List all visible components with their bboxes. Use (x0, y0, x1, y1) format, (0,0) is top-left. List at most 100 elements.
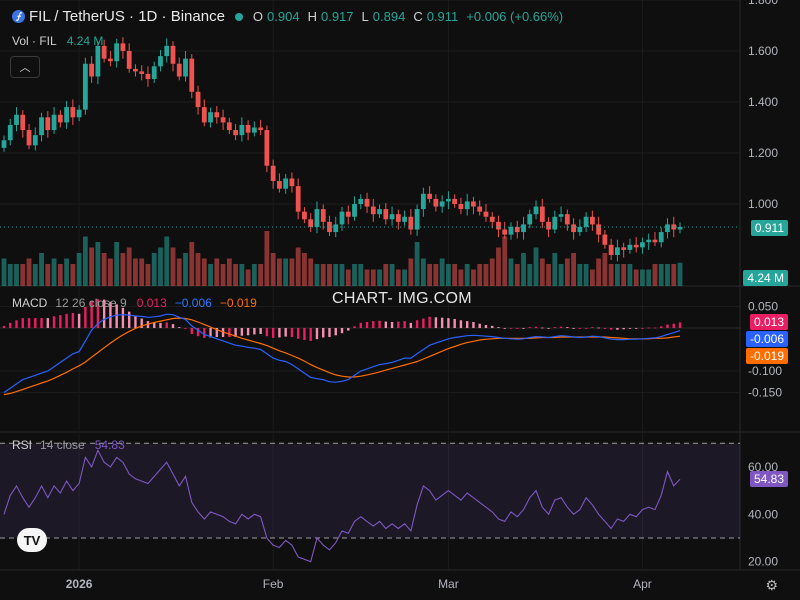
collapse-legend-button[interactable]: ︿ (10, 56, 40, 78)
macd-hist-bar (134, 315, 137, 328)
macd-hist-bar (578, 328, 582, 329)
volume-bar (533, 247, 539, 286)
candle-body (76, 109, 82, 118)
macd-hist-bar (84, 306, 87, 328)
candle-body (258, 127, 264, 131)
volume-bar (314, 264, 320, 286)
candle-body (283, 178, 289, 189)
candle-body (408, 216, 414, 230)
candle-body (640, 242, 645, 248)
macd-hist-bar (484, 324, 488, 328)
macd-hist-bar (153, 322, 156, 328)
macd-hist-bar (96, 299, 100, 328)
candle-body (677, 226, 683, 230)
macd-hist-bar (372, 321, 375, 328)
volume-bar (176, 258, 182, 286)
candle-body (89, 63, 95, 77)
candle-body (220, 117, 226, 123)
candle-body (101, 45, 107, 59)
volume-bar (82, 236, 88, 286)
macd-hist-bar (465, 321, 469, 328)
volume-bar (220, 264, 226, 286)
candle-body (414, 209, 420, 230)
candle-body (133, 68, 138, 72)
volume-bar (596, 258, 602, 286)
volume-bar (458, 269, 464, 286)
candle-body (195, 91, 201, 108)
volume-bar (370, 269, 376, 286)
macd-hist-bar (447, 318, 450, 328)
candle-body (577, 226, 583, 233)
volume-bar (358, 264, 364, 286)
volume-bar (352, 264, 357, 286)
macd-hist-bar (541, 327, 544, 329)
macd-hist-bar (378, 320, 381, 328)
macd-hist-bar (653, 327, 657, 329)
candle-body (139, 71, 145, 74)
macd-hist-bar (591, 327, 594, 328)
macd-hist-bar (109, 301, 112, 328)
macd-hist-bar (322, 328, 325, 338)
candle-body (671, 224, 677, 230)
volume-bar (308, 258, 314, 286)
macd-hist-bar (547, 328, 550, 329)
macd-legend-signal: −0.019 (219, 296, 257, 310)
candle-body (289, 178, 295, 187)
tradingview-logo[interactable]: TV (17, 528, 47, 552)
candle-body (546, 221, 551, 230)
volume-bar (226, 258, 232, 286)
candle-body (20, 114, 26, 131)
macd-hist-bar (334, 328, 337, 336)
macd-hist-bar (678, 322, 682, 328)
candle-body (32, 135, 38, 146)
candle-body (464, 201, 470, 210)
volume-bar (120, 253, 126, 286)
macd-hist-bar (46, 318, 50, 328)
candle-body (158, 56, 163, 67)
candle-body (420, 193, 426, 210)
macd-hist-bar (359, 322, 362, 328)
market-status-icon (234, 12, 243, 21)
candle-body (201, 107, 207, 123)
signal-tag: -0.019 (745, 348, 788, 364)
macd-tick-label: -0.100 (748, 364, 782, 378)
candle-body (39, 117, 44, 136)
candle-body (314, 209, 320, 227)
volume-bar (95, 242, 101, 286)
macd-hist-bar (265, 328, 269, 337)
candle-body (7, 124, 13, 141)
volume-bar (101, 253, 107, 286)
volume-bar (133, 258, 138, 286)
volume-bar (195, 253, 201, 286)
candle-body (327, 221, 332, 233)
symbol-header: ⨍ FIL / TetherUS · 1D · Binance O 0.904 H… (12, 8, 567, 25)
macd-hist-bar (434, 317, 438, 328)
volume-bar (527, 264, 533, 286)
candle-body (64, 107, 69, 123)
macd-hist-bar (165, 322, 168, 328)
macd-legend: MACD 12 26 close 9 0.013 −0.006 −0.019 (12, 296, 257, 310)
candle-body (245, 124, 251, 133)
volume-bar (427, 264, 433, 286)
candle-body (439, 201, 445, 207)
price-tick-label: 1.600 (748, 44, 778, 58)
macd-hist-bar (259, 328, 262, 335)
candle-body (502, 229, 508, 235)
candle-body (333, 224, 339, 233)
candle-body (364, 198, 370, 207)
symbol-title[interactable]: FIL / TetherUS · 1D · Binance (29, 8, 225, 25)
macd-hist-bar (440, 317, 444, 328)
candle-body (489, 216, 495, 222)
gear-icon[interactable]: ⚙ (765, 577, 778, 593)
volume-bar (51, 258, 57, 286)
volume-bar (214, 258, 220, 286)
macd-hist-bar (159, 322, 162, 328)
macd-hist-bar (90, 300, 93, 328)
candle-body (45, 117, 51, 131)
volume-bar (439, 258, 445, 286)
candle-body (483, 211, 489, 217)
volume-bar (108, 258, 113, 286)
macd-hist-bar (77, 313, 81, 328)
volume-bar (433, 264, 439, 286)
